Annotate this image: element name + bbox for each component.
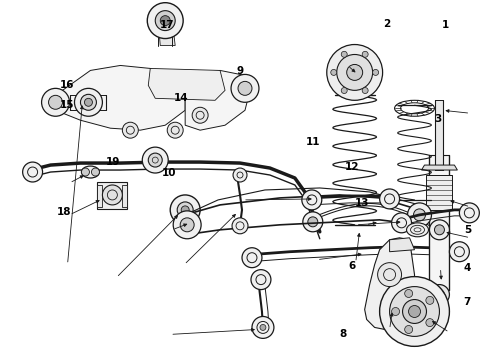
Circle shape: [173, 211, 201, 239]
Polygon shape: [426, 175, 452, 210]
Circle shape: [414, 209, 425, 221]
Text: 17: 17: [160, 20, 174, 30]
Circle shape: [242, 248, 262, 268]
Circle shape: [251, 270, 271, 289]
Circle shape: [80, 94, 97, 110]
Circle shape: [23, 162, 43, 182]
Text: 13: 13: [355, 198, 369, 208]
Circle shape: [327, 45, 383, 100]
Circle shape: [233, 168, 247, 182]
Text: 15: 15: [59, 100, 74, 110]
Circle shape: [302, 190, 322, 210]
Circle shape: [337, 54, 372, 90]
Circle shape: [148, 153, 162, 167]
Text: 14: 14: [174, 93, 189, 103]
Polygon shape: [122, 185, 127, 207]
Circle shape: [372, 69, 379, 75]
Circle shape: [429, 220, 449, 240]
Circle shape: [362, 51, 368, 57]
Circle shape: [42, 88, 70, 116]
Circle shape: [252, 316, 274, 338]
Polygon shape: [436, 100, 443, 170]
Text: 1: 1: [441, 20, 449, 30]
Text: 9: 9: [237, 66, 244, 76]
Circle shape: [102, 185, 122, 205]
Text: 3: 3: [434, 114, 441, 124]
Polygon shape: [185, 71, 250, 130]
Circle shape: [392, 307, 399, 315]
Circle shape: [84, 98, 93, 106]
Polygon shape: [98, 185, 102, 207]
Text: 19: 19: [106, 157, 120, 167]
Text: 11: 11: [306, 138, 320, 147]
Circle shape: [81, 168, 90, 176]
Circle shape: [147, 3, 183, 39]
Text: 10: 10: [162, 168, 176, 178]
Circle shape: [303, 212, 323, 232]
Polygon shape: [365, 238, 415, 329]
Text: 8: 8: [339, 329, 346, 339]
Circle shape: [181, 206, 189, 214]
Circle shape: [390, 287, 440, 336]
Circle shape: [362, 87, 368, 94]
Circle shape: [142, 147, 168, 173]
Circle shape: [180, 218, 194, 232]
Circle shape: [426, 296, 434, 304]
Circle shape: [308, 217, 318, 227]
Circle shape: [429, 285, 449, 305]
Polygon shape: [148, 68, 225, 100]
Circle shape: [403, 300, 426, 323]
Circle shape: [392, 213, 412, 233]
Ellipse shape: [81, 166, 99, 178]
Circle shape: [460, 203, 479, 223]
Polygon shape: [55, 66, 185, 130]
Circle shape: [341, 51, 347, 57]
Circle shape: [380, 189, 399, 209]
Text: 6: 6: [349, 261, 356, 271]
Circle shape: [122, 122, 138, 138]
Ellipse shape: [407, 223, 428, 237]
Circle shape: [170, 195, 200, 225]
Circle shape: [232, 218, 248, 234]
Text: 2: 2: [383, 19, 391, 29]
Polygon shape: [390, 238, 415, 252]
Polygon shape: [429, 155, 449, 289]
Text: 16: 16: [59, 80, 74, 90]
Circle shape: [331, 69, 337, 75]
Circle shape: [347, 64, 363, 80]
Polygon shape: [158, 21, 175, 45]
Circle shape: [449, 242, 469, 262]
Circle shape: [378, 263, 401, 287]
Circle shape: [405, 325, 413, 333]
Circle shape: [435, 225, 444, 235]
Circle shape: [231, 75, 259, 102]
Circle shape: [408, 203, 432, 227]
Circle shape: [177, 202, 193, 218]
Circle shape: [49, 95, 63, 109]
Circle shape: [341, 87, 347, 94]
Circle shape: [167, 122, 183, 138]
Text: 4: 4: [464, 263, 471, 273]
Circle shape: [192, 107, 208, 123]
Circle shape: [160, 15, 170, 26]
Circle shape: [260, 324, 266, 330]
Circle shape: [238, 81, 252, 95]
Text: 7: 7: [464, 297, 471, 307]
Circle shape: [426, 319, 434, 327]
Polygon shape: [421, 165, 457, 170]
Text: 18: 18: [57, 207, 72, 217]
Text: 12: 12: [345, 162, 360, 172]
Circle shape: [74, 88, 102, 116]
Circle shape: [92, 168, 99, 176]
Circle shape: [155, 11, 175, 31]
Text: 5: 5: [464, 225, 471, 235]
Polygon shape: [98, 182, 127, 209]
Circle shape: [409, 306, 420, 318]
Circle shape: [405, 289, 413, 297]
Circle shape: [380, 276, 449, 346]
